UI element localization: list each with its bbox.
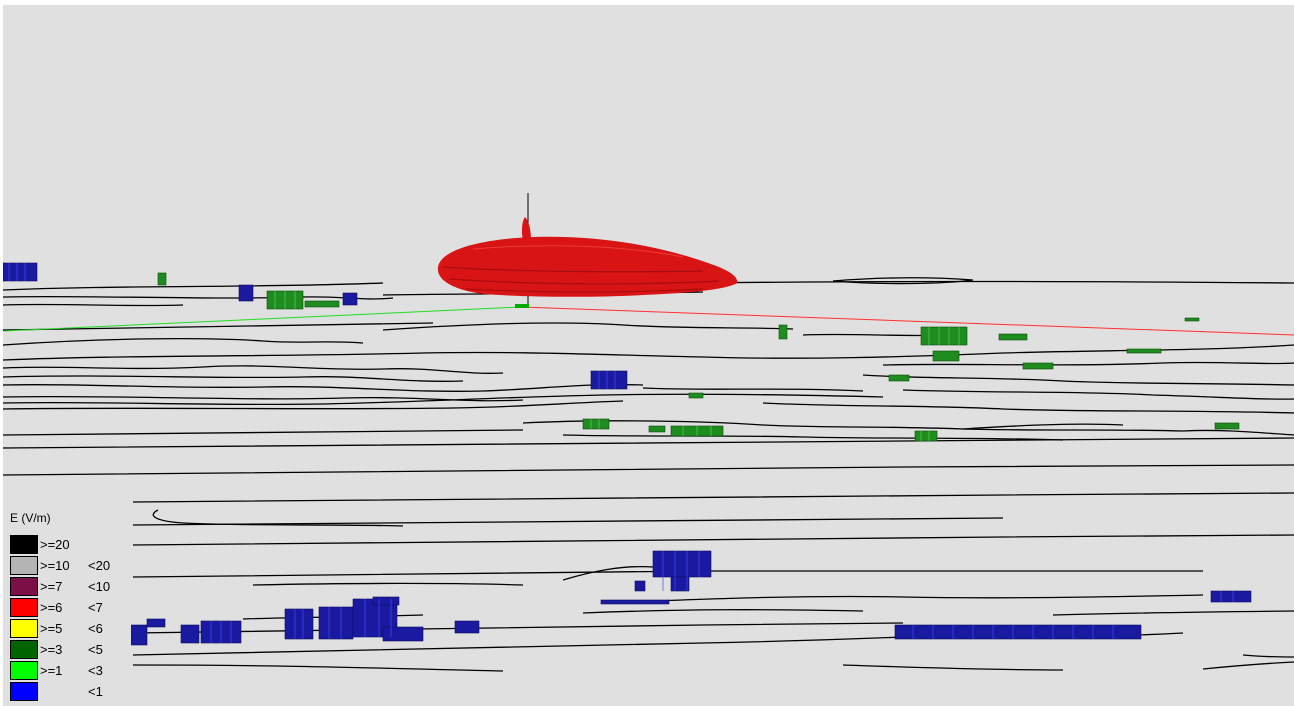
legend-row: >=20: [10, 535, 128, 555]
buildings-below-1: [3, 262, 1252, 646]
legend-lower-bound: >=7: [40, 579, 63, 594]
legend-row: >=6 <7: [10, 598, 128, 618]
legend-upper-bound: <6: [88, 621, 103, 636]
antenna-base: [515, 304, 529, 308]
legend-swatch: [10, 535, 38, 554]
legend-lower-bound: >=20: [40, 537, 70, 552]
legend-upper-bound: <10: [88, 579, 111, 594]
building-edges: [8, 263, 1234, 643]
field-strength-legend: E (V/m) >=20 >=10 <20 >=7 <10 >=6 <7 >=5 <6 >=3 <5…: [3, 497, 131, 706]
legend-upper-bound: <20: [88, 558, 111, 573]
y-axis-line: [3, 306, 522, 332]
legend-swatch: [10, 640, 38, 659]
x-axis-line: [520, 306, 1294, 336]
legend-upper-bound: <3: [88, 663, 103, 678]
green-building-edges: [274, 291, 960, 441]
legend-row: >=1 <3: [10, 661, 128, 681]
legend-swatch: [10, 682, 38, 701]
radiation-pattern-lobe[interactable]: [437, 217, 738, 297]
scene-canvas[interactable]: [3, 5, 1294, 706]
legend-row: >=5 <6: [10, 619, 128, 639]
field-scene[interactable]: [3, 5, 1294, 706]
legend-row: >=10 <20: [10, 556, 128, 576]
legend-row: >=3 <5: [10, 640, 128, 660]
legend-row: <1: [10, 682, 128, 702]
legend-swatch: [10, 556, 38, 575]
legend-upper-bound: <7: [88, 600, 103, 615]
legend-lower-bound: >=1: [40, 663, 63, 678]
legend-swatch: [10, 598, 38, 617]
legend-row: >=7 <10: [10, 577, 128, 597]
legend-swatch: [10, 619, 38, 638]
legend-swatch: [10, 661, 38, 680]
terrain-contours: [3, 277, 1294, 672]
legend-swatch: [10, 577, 38, 596]
legend-lower-bound: >=6: [40, 600, 63, 615]
legend-lower-bound: >=5: [40, 621, 63, 636]
legend-lower-bound: >=10: [40, 558, 70, 573]
legend-upper-bound: <5: [88, 642, 103, 657]
legend-lower-bound: >=3: [40, 642, 63, 657]
legend-title: E (V/m): [10, 511, 51, 525]
legend-upper-bound: <1: [88, 684, 103, 699]
